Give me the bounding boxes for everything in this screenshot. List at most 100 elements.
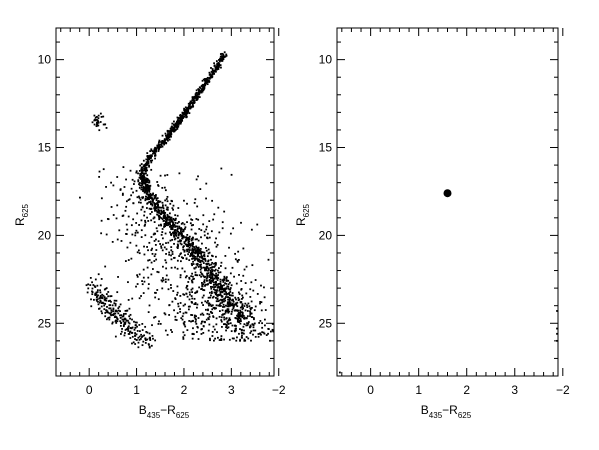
data-point: [168, 251, 171, 254]
data-point: [153, 203, 156, 205]
data-point: [177, 240, 180, 243]
data-point: [208, 251, 211, 254]
data-point: [189, 103, 191, 106]
data-point: [196, 331, 198, 333]
data-point: [179, 253, 182, 256]
data-point: [145, 184, 148, 187]
data-point: [195, 89, 198, 92]
data-point: [183, 250, 186, 253]
data-point: [164, 218, 167, 221]
data-point: [135, 285, 137, 288]
data-point: [165, 253, 167, 255]
data-point: [186, 288, 189, 291]
data-point: [170, 220, 173, 223]
data-point: [250, 316, 253, 318]
data-point: [148, 343, 150, 346]
data-point: [166, 200, 169, 203]
data-point: [125, 233, 128, 235]
data-point: [180, 239, 183, 242]
data-point: [177, 230, 180, 233]
data-point: [170, 233, 173, 235]
data-point: [214, 286, 217, 288]
data-point: [100, 197, 103, 200]
data-point: [192, 105, 194, 108]
data-point: [210, 266, 213, 269]
data-point: [161, 237, 164, 240]
data-point: [186, 250, 189, 253]
data-point: [202, 313, 205, 316]
data-point: [135, 321, 138, 324]
x-tick-label: 3: [228, 383, 235, 397]
data-point: [236, 301, 239, 304]
data-point: [144, 221, 147, 224]
data-point: [187, 305, 190, 308]
data-point: [133, 183, 135, 185]
data-point: [112, 184, 115, 187]
data-point: [206, 283, 209, 286]
data-point: [190, 218, 193, 221]
data-point: [214, 68, 217, 71]
data-point: [97, 121, 100, 124]
data-point: [209, 303, 212, 306]
data-point: [144, 179, 147, 181]
data-point: [202, 214, 205, 217]
data-point: [249, 324, 252, 327]
data-point: [260, 333, 262, 336]
right-plot-frame: [336, 27, 559, 377]
data-point: [219, 59, 222, 62]
data-point: [193, 101, 196, 104]
data-point: [144, 180, 147, 183]
data-point: [170, 286, 172, 289]
data-point: [127, 321, 130, 324]
data-point: [163, 312, 166, 315]
data-point: [161, 228, 164, 230]
data-point: [167, 133, 170, 136]
data-point: [192, 101, 195, 104]
data-point: [106, 305, 108, 308]
data-point: [210, 76, 213, 79]
data-point: [190, 320, 192, 323]
data-point: [218, 267, 220, 269]
data-point: [163, 224, 166, 227]
data-point: [146, 216, 149, 219]
data-point: [141, 280, 143, 282]
data-point: [206, 272, 209, 275]
data-point: [127, 215, 130, 218]
data-point: [153, 316, 155, 319]
data-point: [197, 175, 199, 178]
data-point: [241, 311, 244, 314]
data-point: [180, 117, 183, 120]
data-point: [87, 283, 90, 286]
data-point: [260, 309, 263, 312]
data-point: [166, 137, 169, 140]
data-point: [211, 73, 214, 76]
data-point: [210, 292, 213, 295]
data-point: [222, 289, 225, 292]
data-point: [220, 290, 222, 293]
data-point: [175, 319, 178, 321]
data-point: [191, 244, 194, 246]
data-point: [194, 302, 197, 304]
data-point: [121, 215, 124, 217]
data-point: [259, 302, 261, 305]
data-point: [219, 291, 222, 294]
data-point: [180, 243, 183, 246]
data-point: [114, 312, 117, 315]
data-point: [173, 232, 175, 235]
data-point: [176, 116, 179, 119]
data-point: [121, 192, 124, 195]
data-point: [243, 268, 246, 271]
data-point: [184, 240, 187, 243]
data-point: [97, 294, 99, 297]
data-point: [181, 315, 184, 318]
data-point: [217, 61, 220, 64]
data-point: [215, 300, 218, 303]
data-point: [138, 195, 140, 198]
data-point: [145, 161, 148, 164]
data-point: [225, 323, 228, 326]
data-point: [133, 328, 136, 331]
data-point: [136, 275, 139, 278]
data-point: [202, 289, 205, 291]
data-point: [193, 201, 196, 204]
